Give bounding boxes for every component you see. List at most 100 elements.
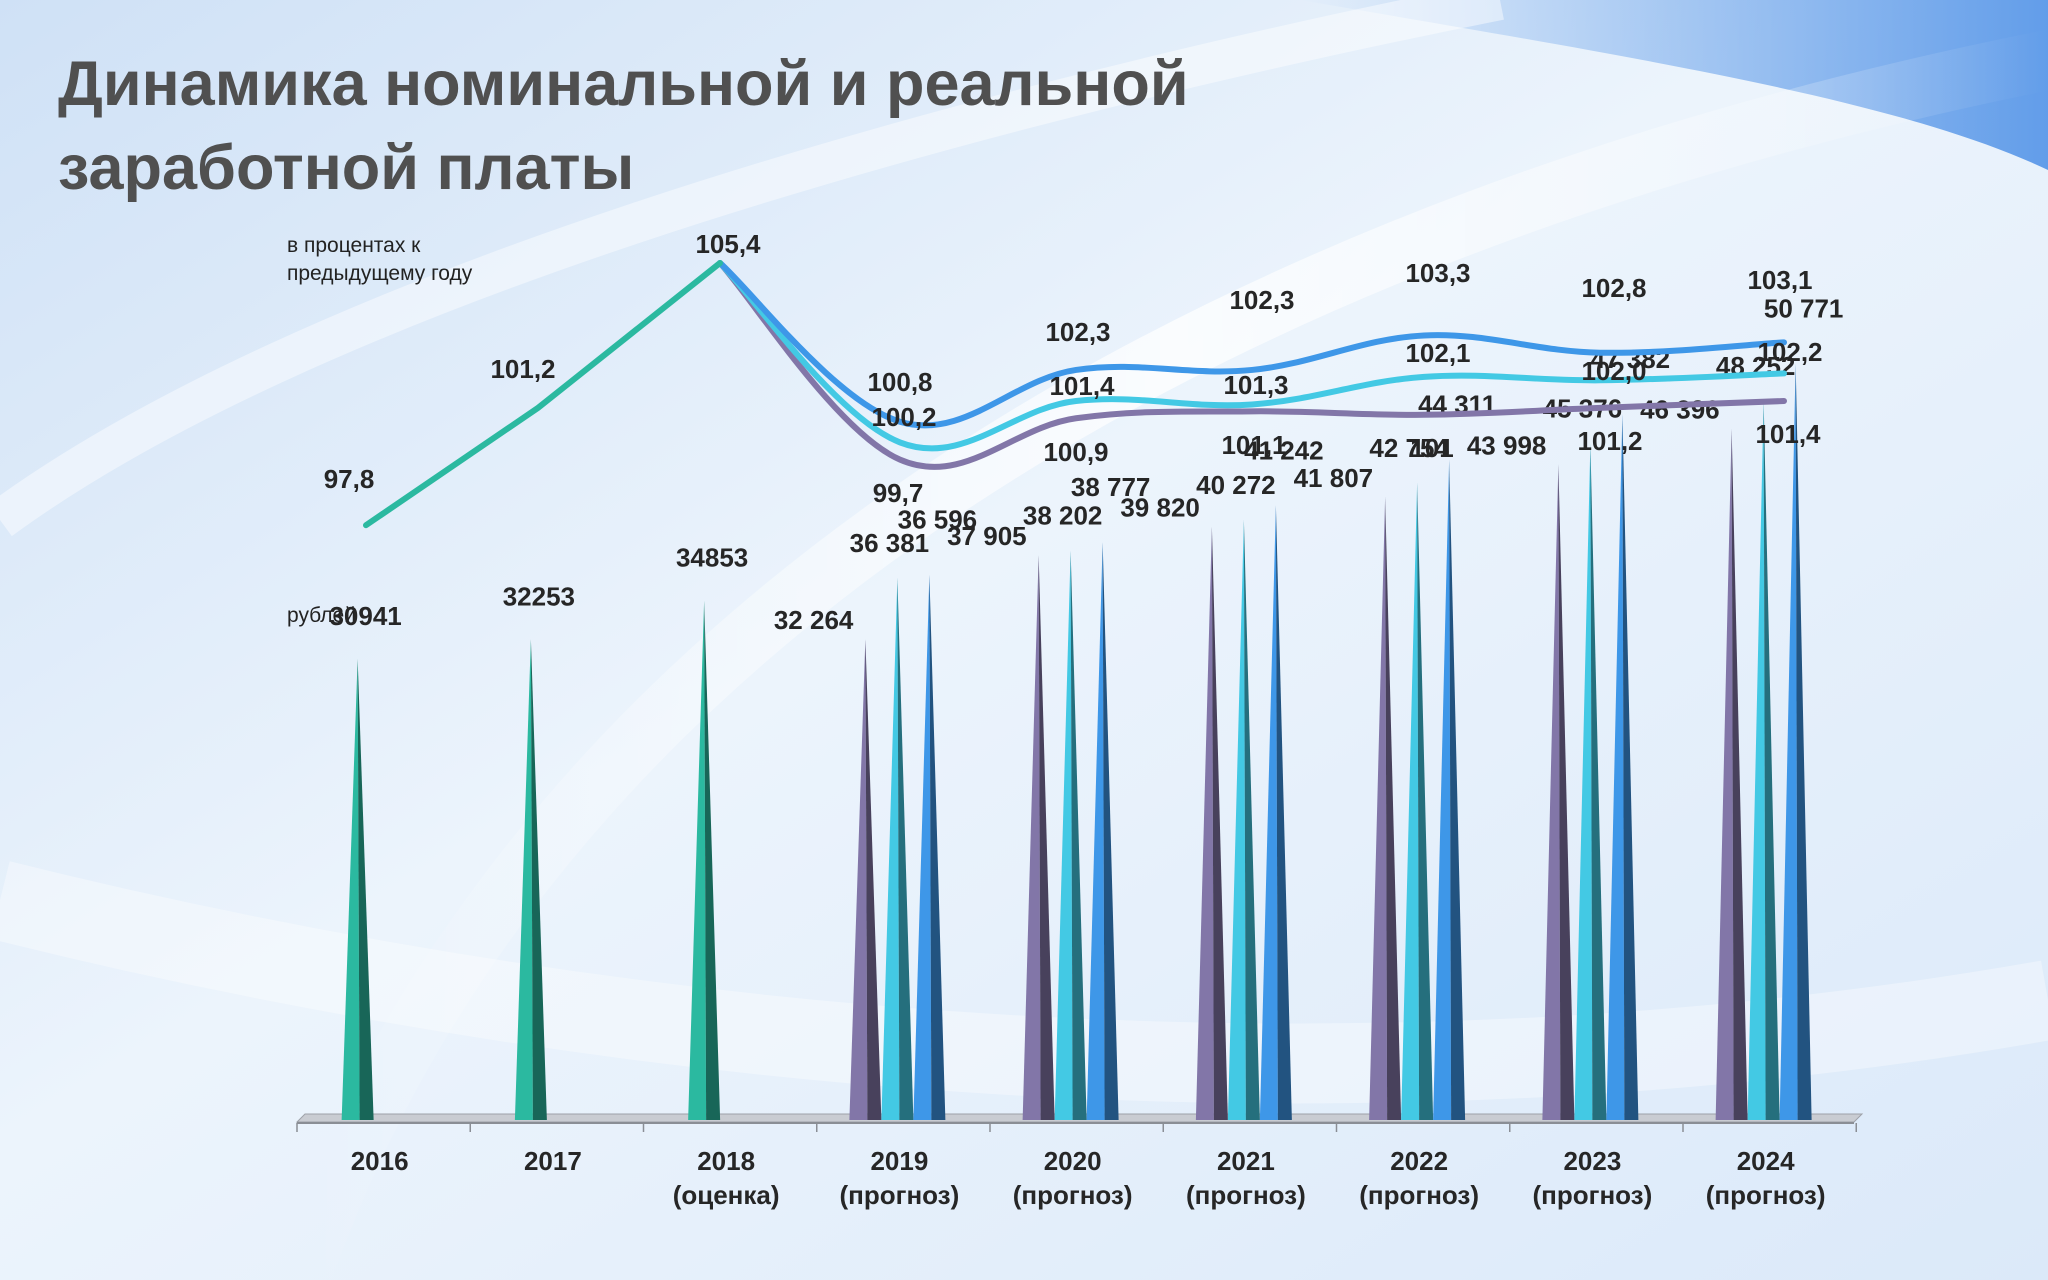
bar-label: 32 264	[774, 605, 854, 635]
line-label: 102,3	[1045, 317, 1110, 347]
bar-cyan-3-side	[897, 577, 914, 1120]
bar-label: 50 771	[1764, 293, 1844, 323]
bar-cyan-8-side	[1763, 400, 1780, 1120]
x-tick-label: (оценка)	[673, 1180, 780, 1210]
bar-blue-3-front	[913, 574, 932, 1120]
x-tick-label: 2018	[697, 1146, 755, 1176]
x-tick-label: 2019	[870, 1146, 928, 1176]
line-label: 102,8	[1581, 273, 1646, 303]
bar-purple-8-front	[1715, 428, 1734, 1121]
line-label: 100,2	[871, 402, 936, 432]
bar-blue-5-side	[1275, 505, 1292, 1120]
bar-purple-3-side	[865, 639, 882, 1120]
line-label: 97,8	[324, 464, 375, 494]
bar-purple-6-side	[1385, 496, 1402, 1120]
bar-label: 36 381	[850, 528, 930, 558]
x-tick-label: (прогноз)	[1532, 1180, 1652, 1210]
bar-blue-8-front	[1779, 363, 1798, 1120]
bar-teal-1-front	[514, 639, 533, 1120]
bar-purple-3-front	[849, 639, 868, 1120]
line-label: 100,9	[1043, 437, 1108, 467]
bar-cyan-4-front	[1054, 550, 1073, 1120]
x-tick-label: 2016	[351, 1146, 409, 1176]
line-series-teal	[363, 260, 723, 529]
bar-label: 41 807	[1294, 463, 1374, 493]
line-series-group	[363, 260, 1787, 529]
bar-purple-8-side	[1731, 428, 1748, 1121]
bar-label: 30941	[329, 601, 401, 631]
bar-label: 34853	[676, 543, 748, 573]
bar-cyan-3-front	[881, 577, 900, 1120]
bar-blue-4-side	[1102, 542, 1119, 1120]
bar-purple-6-front	[1369, 496, 1388, 1120]
bar-teal-0-side	[357, 658, 374, 1120]
x-tick-label: (прогноз)	[1706, 1180, 1826, 1210]
x-axis-labels: 2016 2017 2018 (оценка) 2019 (прогноз) 2020 (пр…	[351, 1146, 1826, 1210]
line-label: 101	[1410, 433, 1453, 463]
x-tick-label: (прогноз)	[839, 1180, 959, 1210]
line-label: 102,0	[1581, 356, 1646, 386]
bar-purple-5-front	[1195, 526, 1214, 1120]
x-tick-label: 2017	[524, 1146, 582, 1176]
bar-blue-3-side	[929, 574, 946, 1120]
bar-label: 43 998	[1467, 430, 1547, 460]
bar-label: 41 242	[1244, 435, 1324, 465]
line-series-purple	[717, 260, 1787, 470]
bar-cyan-6-side	[1417, 482, 1434, 1120]
bar-blue-7-side	[1622, 413, 1639, 1121]
bar-blue-6-side	[1449, 459, 1466, 1120]
bar-cyan-8-front	[1747, 400, 1766, 1120]
line-series-blue	[717, 260, 1787, 429]
line-label: 103,3	[1405, 258, 1470, 288]
x-tick-label: (прогноз)	[1186, 1180, 1306, 1210]
bar-label: 42 754	[1369, 433, 1449, 463]
bar-teal-1-side	[530, 639, 547, 1120]
line-label: 105,4	[695, 229, 761, 259]
bar-label: 40 272	[1196, 470, 1276, 500]
x-tick-label: 2023	[1563, 1146, 1621, 1176]
x-tick-label: 2021	[1217, 1146, 1275, 1176]
x-tick-label: 2024	[1737, 1146, 1795, 1176]
bar-blue-4-front	[1086, 542, 1105, 1120]
bar-cyan-7-front	[1574, 443, 1593, 1120]
line-label: 101,2	[1577, 426, 1642, 456]
line-label: 103,1	[1747, 265, 1812, 295]
bar-cyan-7-side	[1590, 443, 1607, 1120]
line-label: 101,4	[1049, 371, 1115, 401]
x-tick-label: 2022	[1390, 1146, 1448, 1176]
line-label: 102,3	[1229, 285, 1294, 315]
bar-blue-5-front	[1259, 505, 1278, 1120]
line-label: 101,4	[1755, 419, 1821, 449]
bar-cyan-5-side	[1243, 519, 1260, 1120]
bar-teal-2-front	[688, 600, 707, 1120]
page-title: Динамика номинальной и реальной заработн…	[58, 49, 1189, 203]
bar-cyan-5-front	[1227, 519, 1246, 1120]
bar-label: 39 820	[1120, 493, 1200, 523]
bar-blue-8-side	[1795, 363, 1812, 1120]
line-labels-group: 97,8 101,2 105,4 99,7 100,9 101,1 101 101,2 101,…	[324, 229, 1823, 508]
bar-series-group	[341, 363, 1812, 1121]
bar-cyan-6-front	[1401, 482, 1420, 1120]
x-tick-label: (прогноз)	[1013, 1180, 1133, 1210]
line-series-cyan	[717, 260, 1787, 452]
bar-label: 36 596	[898, 505, 978, 535]
bar-label: 38 202	[1023, 501, 1103, 531]
bar-label: 32253	[503, 581, 575, 611]
x-tick-label: (прогноз)	[1359, 1180, 1479, 1210]
bar-purple-7-side	[1558, 464, 1575, 1120]
bar-label: 38 777	[1071, 472, 1151, 502]
bar-cyan-4-side	[1070, 550, 1087, 1120]
rubles-caption: рублей	[287, 604, 356, 627]
bar-purple-4-front	[1022, 555, 1041, 1120]
bar-label: 37 905	[947, 521, 1027, 551]
bar-purple-5-side	[1211, 526, 1228, 1120]
bar-purple-7-front	[1542, 464, 1561, 1120]
bar-purple-4-side	[1038, 555, 1055, 1120]
line-label: 99,7	[873, 478, 924, 508]
percent-caption: в процентах к предыдущему году	[287, 234, 473, 285]
x-tick-label: 2020	[1044, 1146, 1102, 1176]
